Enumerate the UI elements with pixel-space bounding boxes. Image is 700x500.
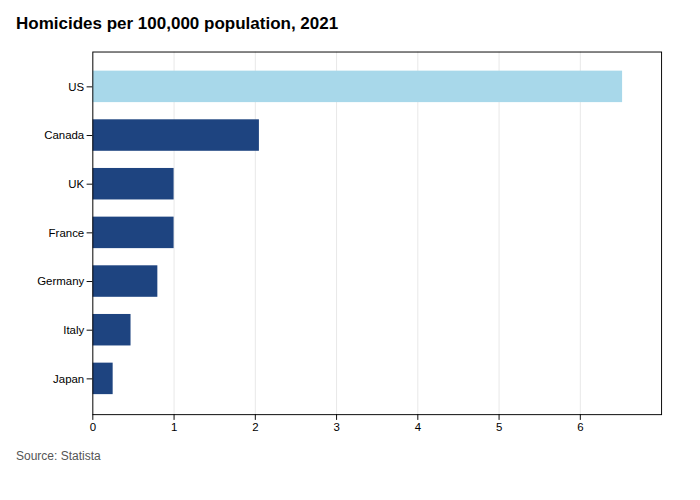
svg-text:Italy: Italy [63, 324, 84, 336]
svg-text:2: 2 [252, 421, 258, 433]
svg-text:4: 4 [415, 421, 422, 433]
svg-text:3: 3 [333, 421, 339, 433]
html-text:Source: Statista: Source: Statista [16, 448, 101, 463]
html-text:Homicides per 100,000 populati: Homicides per 100,000 population, 2021 [16, 14, 339, 33]
svg-text:6: 6 [577, 421, 583, 433]
svg-text:0: 0 [90, 421, 96, 433]
svg-text:5: 5 [496, 421, 502, 433]
svg-text:1: 1 [171, 421, 177, 433]
svg-text:US: US [68, 81, 84, 93]
svg-text:Japan: Japan [53, 373, 84, 385]
svg-text:UK: UK [68, 178, 84, 190]
svg-text:France: France [49, 227, 85, 239]
svg-text:Canada: Canada [44, 129, 85, 141]
svg-text:Germany: Germany [37, 275, 84, 287]
